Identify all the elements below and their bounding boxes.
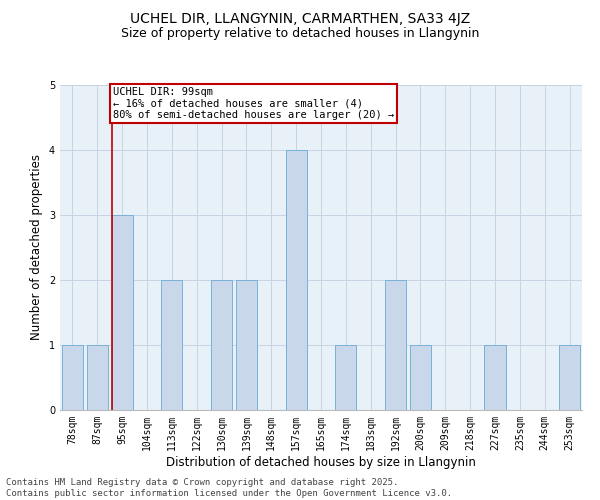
Bar xyxy=(62,345,83,410)
Text: Contains HM Land Registry data © Crown copyright and database right 2025.
Contai: Contains HM Land Registry data © Crown c… xyxy=(6,478,452,498)
Text: Size of property relative to detached houses in Llangynin: Size of property relative to detached ho… xyxy=(121,28,479,40)
X-axis label: Distribution of detached houses by size in Llangynin: Distribution of detached houses by size … xyxy=(166,456,476,468)
Text: UCHEL DIR, LLANGYNIN, CARMARTHEN, SA33 4JZ: UCHEL DIR, LLANGYNIN, CARMARTHEN, SA33 4… xyxy=(130,12,470,26)
Bar xyxy=(236,280,257,410)
Bar xyxy=(112,215,133,410)
Bar xyxy=(385,280,406,410)
Bar xyxy=(87,345,108,410)
Bar xyxy=(559,345,580,410)
Bar xyxy=(161,280,182,410)
Bar xyxy=(335,345,356,410)
Y-axis label: Number of detached properties: Number of detached properties xyxy=(31,154,43,340)
Bar xyxy=(484,345,506,410)
Text: UCHEL DIR: 99sqm
← 16% of detached houses are smaller (4)
80% of semi-detached h: UCHEL DIR: 99sqm ← 16% of detached house… xyxy=(113,87,394,120)
Bar xyxy=(286,150,307,410)
Bar xyxy=(410,345,431,410)
Bar xyxy=(211,280,232,410)
